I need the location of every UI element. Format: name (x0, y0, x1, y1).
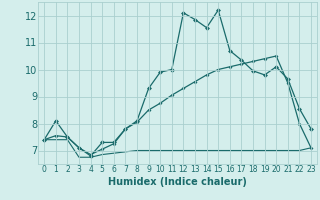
X-axis label: Humidex (Indice chaleur): Humidex (Indice chaleur) (108, 177, 247, 187)
